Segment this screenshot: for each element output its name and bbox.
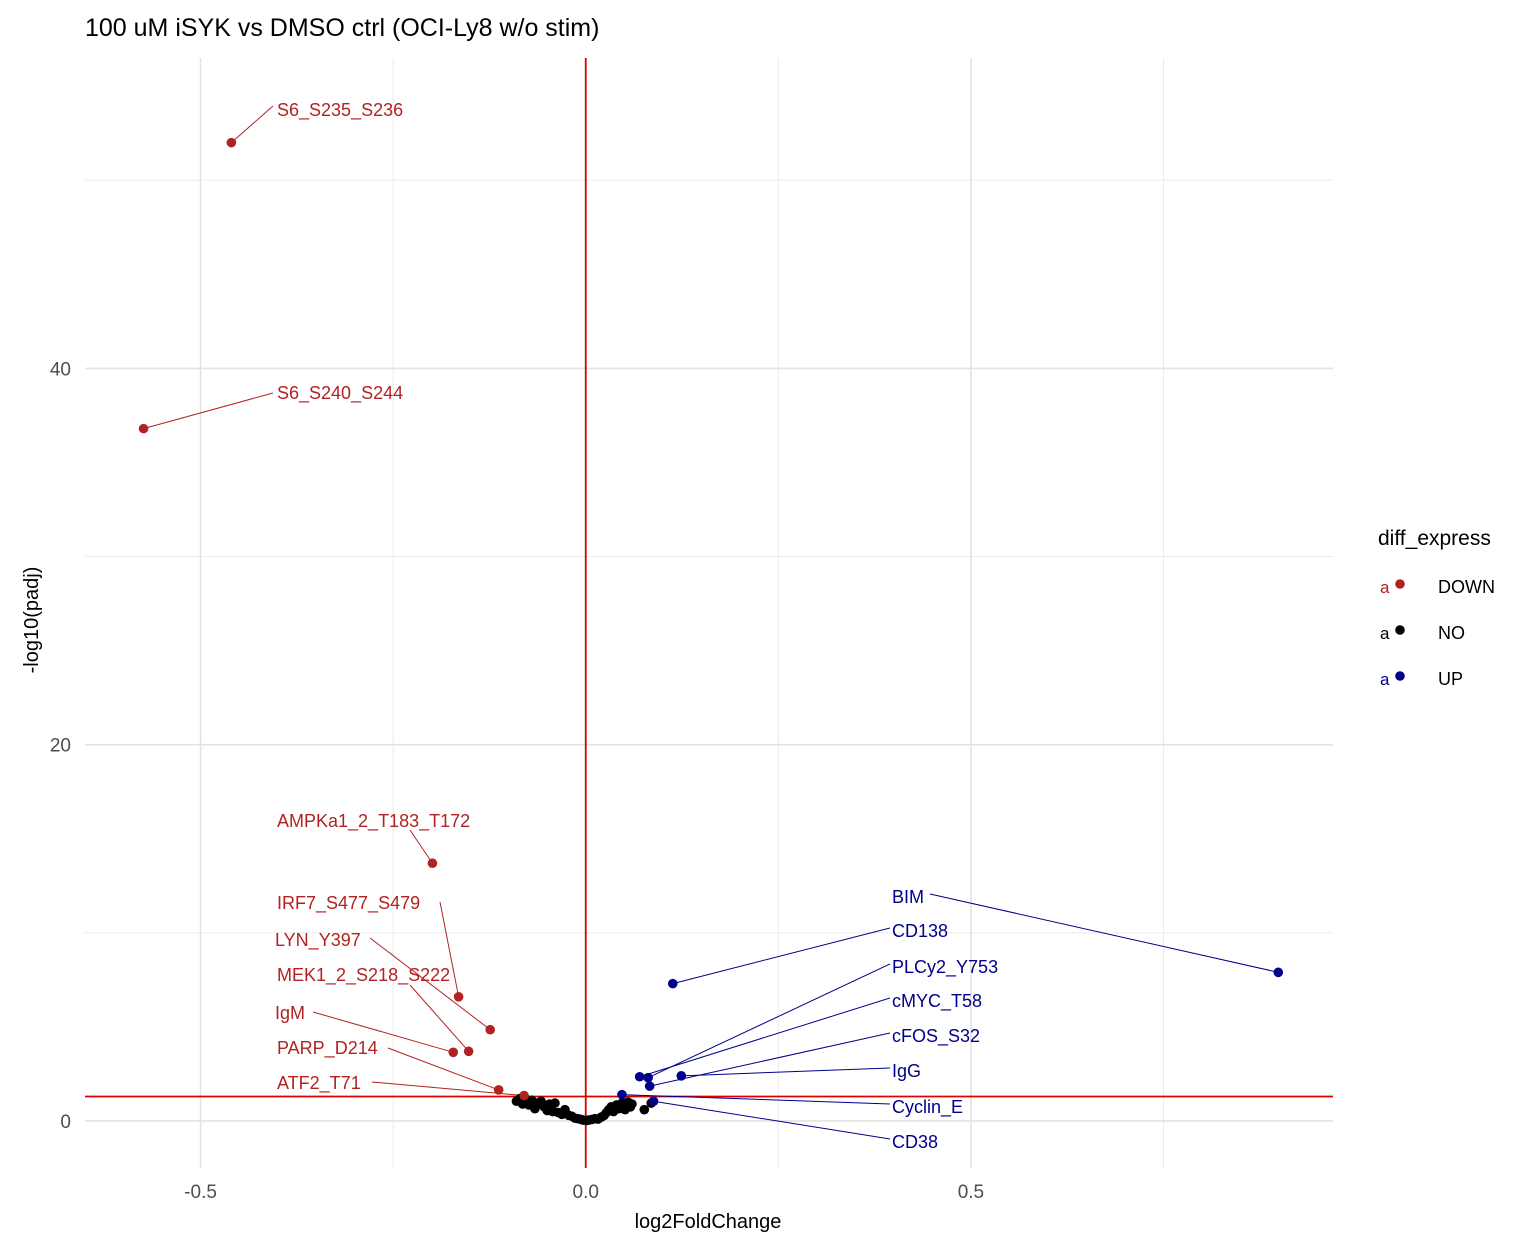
data-point-s6_s240_s244 — [138, 423, 149, 434]
legend: diff_express a DOWN a NO a UP — [1378, 527, 1495, 689]
connector-s6_s240_s244 — [143, 392, 274, 430]
connector-cd38 — [653, 1100, 891, 1140]
legend-title: diff_express — [1378, 527, 1491, 550]
legend-key-point — [1395, 625, 1405, 635]
legend-key-letter: a — [1380, 578, 1390, 597]
connector-bim — [929, 893, 1279, 973]
point-labels: S6_S235_S236 S6_S240_S244 AMPKa1_2_T183_T1… — [275, 100, 998, 1152]
x-axis-label: log2FoldChange — [635, 1211, 782, 1233]
legend-key-letter: a — [1380, 624, 1390, 643]
point-label-cd138: CD138 — [892, 921, 948, 941]
point-label-cfos_s32: cFOS_S32 — [892, 1026, 980, 1047]
data-point-plcy2_y753 — [643, 1072, 653, 1083]
data-point-cyclin_e — [617, 1089, 627, 1100]
connector-cd138 — [672, 927, 891, 985]
data-points — [138, 137, 1284, 1126]
legend-label-down: DOWN — [1438, 577, 1495, 597]
point-label-igg: IgG — [892, 1061, 921, 1081]
connector-cmyc_t58 — [639, 997, 891, 1078]
data-point — [639, 1104, 650, 1115]
data-point-irf7_s477_s479 — [453, 991, 464, 1002]
connector-parp_d214 — [387, 1047, 499, 1091]
data-point-igm — [448, 1047, 459, 1058]
connector-cyclin_e — [621, 1094, 891, 1105]
data-point-mek1_2_s218_s222 — [463, 1046, 474, 1057]
legend-key-point — [1395, 579, 1405, 589]
point-label-cd38: CD38 — [892, 1132, 938, 1152]
data-point-atf2_t71 — [519, 1090, 529, 1101]
x-tick-label: 0.0 — [573, 1182, 599, 1203]
data-point-bim — [1273, 967, 1284, 978]
point-label-parp_d214: PARP_D214 — [277, 1038, 378, 1059]
legend-key-point — [1395, 671, 1405, 681]
label-connectors — [143, 105, 1279, 1140]
point-label-atf2_t71: ATF2_T71 — [277, 1073, 361, 1094]
data-point-cmyc_t58 — [634, 1071, 645, 1082]
point-label-cyclin_e: Cyclin_E — [892, 1097, 963, 1118]
connector-cfos_s32 — [649, 1032, 891, 1087]
data-point-cd138 — [667, 978, 678, 989]
point-label-igm: IgM — [275, 1003, 305, 1023]
x-tick-label: -0.5 — [184, 1182, 217, 1203]
data-point-cd38 — [648, 1096, 659, 1107]
connector-igm — [312, 1011, 454, 1053]
data-point — [550, 1098, 560, 1108]
data-point-igg — [676, 1071, 687, 1081]
connector-ampka1_2_t183_t172 — [409, 829, 433, 864]
data-point — [627, 1099, 637, 1109]
connector-irf7_s477_s479 — [439, 901, 460, 997]
connector-lyn_y397 — [369, 937, 491, 1031]
y-tick-label: 0 — [60, 1112, 71, 1133]
point-label-cmyc_t58: cMYC_T58 — [892, 991, 982, 1012]
reference-lines — [85, 58, 1333, 1168]
connector-s6_s235_s236 — [231, 105, 274, 144]
legend-label-up: UP — [1438, 669, 1463, 689]
x-tick-label: 0.5 — [958, 1182, 984, 1203]
grid-lines — [85, 58, 1333, 1168]
point-label-lyn_y397: LYN_Y397 — [275, 930, 361, 951]
legend-key-letter: a — [1380, 670, 1390, 689]
connector-plcy2_y753 — [647, 963, 891, 1079]
legend-label-no: NO — [1438, 623, 1465, 643]
connector-mek1_2_s218_s222 — [409, 984, 470, 1052]
data-point-s6_s235_s236 — [226, 137, 237, 148]
axis-ticks: -0.5 0.0 0.5 0 20 40 — [50, 359, 984, 1203]
data-point-parp_d214 — [493, 1085, 504, 1095]
data-point-ampka1_2_t183_t172 — [427, 858, 438, 869]
data-point-cfos_s32 — [644, 1081, 655, 1091]
point-label-mek1_2_s218_s222: MEK1_2_S218_S222 — [277, 965, 450, 986]
connector-igg — [681, 1067, 891, 1077]
y-axis-label: -log10(padj) — [21, 567, 43, 674]
point-label-bim: BIM — [892, 887, 924, 907]
point-label-s6_s235_s236: S6_S235_S236 — [277, 100, 403, 121]
point-label-s6_s240_s244: S6_S240_S244 — [277, 383, 403, 404]
point-label-irf7_s477_s479: IRF7_S477_S479 — [277, 893, 420, 914]
y-tick-label: 40 — [50, 359, 71, 380]
data-point-lyn_y397 — [485, 1024, 496, 1035]
point-label-ampka1_2_t183_t172: AMPKa1_2_T183_T172 — [277, 811, 470, 832]
point-label-plcy2_y753: PLCy2_Y753 — [892, 957, 998, 978]
chart-title: 100 uM iSYK vs DMSO ctrl (OCI-Ly8 w/o st… — [85, 14, 599, 42]
y-tick-label: 20 — [50, 736, 71, 757]
